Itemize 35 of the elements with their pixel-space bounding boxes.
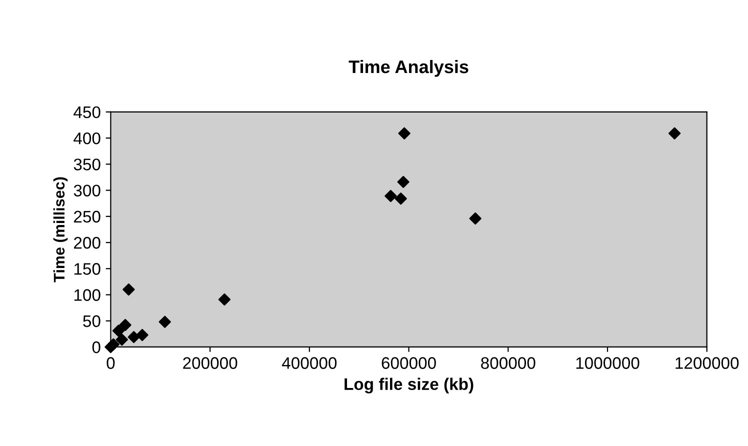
- y-tick-label: 200: [74, 236, 100, 249]
- point: [384, 190, 397, 202]
- y-axis-title: Time (millisec): [53, 177, 68, 282]
- point: [116, 334, 128, 346]
- point: [107, 338, 120, 350]
- point: [218, 293, 231, 306]
- x-tick-label: 0: [106, 357, 115, 369]
- point: [469, 212, 482, 225]
- x-tick-label: 1200000: [676, 357, 739, 369]
- point: [398, 127, 410, 140]
- point: [136, 328, 148, 342]
- y-tick-label: 250: [74, 210, 100, 223]
- y-tick-label: 150: [74, 263, 100, 275]
- point: [668, 127, 681, 140]
- x-axis-title: Log file size (kb): [344, 378, 474, 394]
- y-tick-label: 350: [74, 158, 100, 170]
- point: [394, 192, 407, 205]
- point: [128, 330, 140, 344]
- x-tick-label: 200000: [183, 357, 238, 369]
- point: [158, 316, 171, 328]
- y-tick-label: 450: [74, 106, 100, 118]
- x-tick-label: 400000: [282, 357, 337, 369]
- y-tick-label: 100: [74, 289, 100, 301]
- y-tick-label: 400: [74, 132, 100, 144]
- x-tick-label: 600000: [382, 357, 436, 369]
- chart-title: Time Analysis: [348, 60, 468, 77]
- point: [397, 176, 410, 188]
- point: [122, 283, 135, 296]
- x-tick-label: 800000: [481, 357, 536, 369]
- y-tick-label: 50: [83, 315, 100, 328]
- x-tick-label: 1000000: [576, 357, 640, 369]
- y-tick-label: 300: [74, 184, 100, 196]
- point: [112, 324, 125, 337]
- point: [119, 318, 132, 332]
- y-tick-label: 0: [92, 341, 100, 354]
